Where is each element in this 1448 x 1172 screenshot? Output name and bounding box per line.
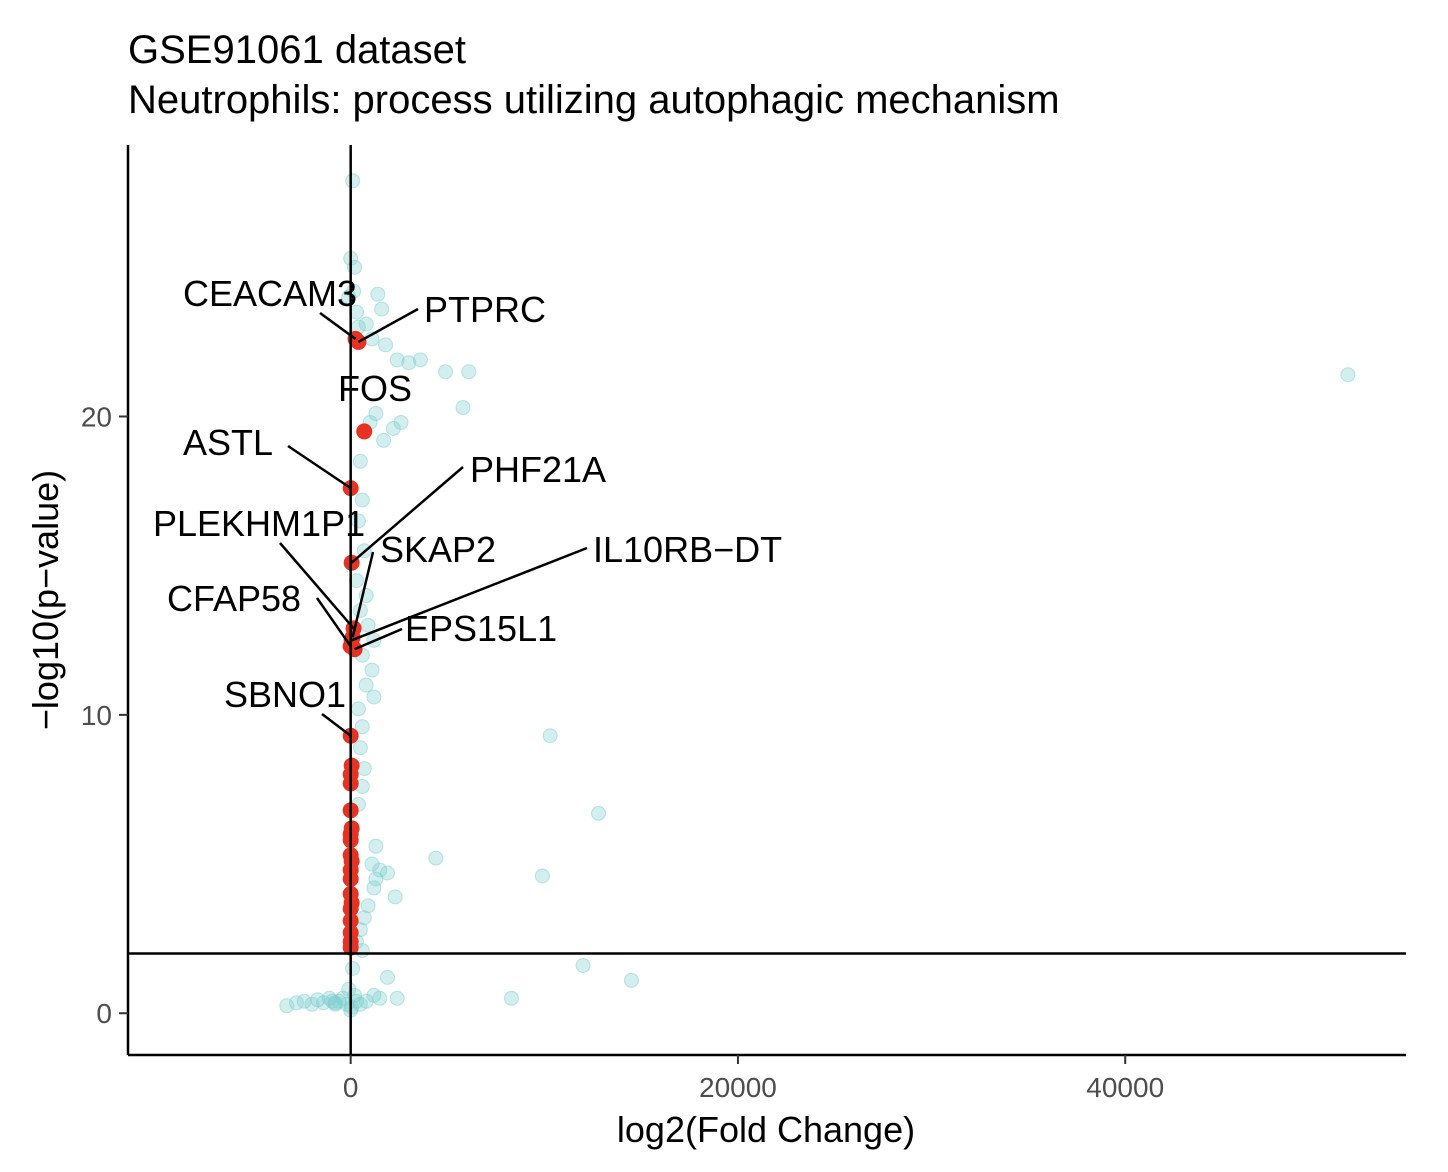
gene-point [358, 677, 374, 693]
gene-point [401, 355, 417, 371]
gene-point [542, 728, 558, 744]
highlighted-gene-point [356, 423, 373, 440]
gene-point [393, 414, 409, 430]
label-leader-line [357, 307, 419, 344]
gene-point [389, 352, 405, 368]
y-tick-label: 0 [96, 998, 112, 1029]
gene-point [412, 352, 428, 368]
gene-point [368, 838, 384, 854]
gene-point [623, 972, 639, 988]
gene-label: PHF21A [470, 449, 606, 490]
gene-point [379, 865, 395, 881]
gene-point [341, 981, 357, 997]
reference-lines [128, 145, 1406, 1055]
gene-point [350, 701, 366, 717]
y-tick-label: 10 [81, 700, 112, 731]
x-tick-label: 0 [343, 1072, 359, 1103]
label-leader-line [321, 713, 352, 737]
gene-point [455, 400, 471, 416]
gene-point [385, 420, 401, 436]
gene-point [503, 990, 519, 1006]
gene-point [461, 364, 477, 380]
gene-point [534, 868, 550, 884]
gene-point [378, 337, 394, 353]
axes: 0 20000 40000 0 10 20 [81, 145, 1406, 1103]
gene-point [438, 364, 454, 380]
label-leader-line [279, 542, 355, 630]
gene-point [379, 969, 395, 985]
gene-point [360, 617, 376, 633]
gene-point [345, 173, 361, 189]
gene-label: PTPRC [424, 289, 546, 330]
gene-point [366, 880, 382, 896]
x-axis-title: log2(Fold Change) [617, 1109, 915, 1150]
x-tick-label: 20000 [699, 1072, 777, 1103]
chart-title: GSE91061 dataset [128, 28, 466, 72]
y-tick-label: 20 [81, 402, 112, 433]
label-leader-line [350, 466, 464, 564]
gene-point [374, 301, 390, 317]
gene-point [358, 316, 374, 332]
gene-point [364, 856, 380, 872]
gene-label: SKAP2 [380, 529, 496, 570]
gene-point [360, 898, 376, 914]
gene-point [354, 492, 370, 508]
gene-point [428, 850, 444, 866]
gene-label: CEACAM3 [183, 273, 357, 314]
gene-point [387, 889, 403, 905]
gene-point [372, 990, 388, 1006]
gene-point [370, 286, 386, 302]
chart-subtitle: Neutrophils: process utilizing autophagi… [128, 78, 1060, 122]
points-layer [279, 173, 1356, 1018]
label-leader-line [354, 627, 403, 651]
gene-point [354, 719, 370, 735]
gene-label: FOS [338, 368, 412, 409]
label-leader-line [315, 597, 352, 647]
gene-point [364, 662, 380, 678]
gene-point [352, 740, 368, 756]
gene-point [372, 862, 388, 878]
gene-point [341, 289, 357, 305]
gene-label: EPS15L1 [405, 608, 557, 649]
label-leader-line [319, 311, 357, 340]
label-leader-line [351, 546, 588, 642]
gene-point [366, 689, 382, 705]
gene-label: SBNO1 [224, 674, 346, 715]
label-leader-line [287, 444, 352, 490]
label-leader-line [351, 551, 375, 638]
gene-labels: CEACAM3 PTPRC FOS ASTL PHF21A PLEKHM1P1 SKAP2 I… [153, 273, 782, 737]
gene-point [368, 871, 384, 887]
gene-point [279, 998, 295, 1014]
gene-point [368, 406, 384, 422]
gene-point [352, 453, 368, 469]
gene-label: IL10RB−DT [593, 529, 782, 570]
gene-point [591, 805, 607, 821]
y-axis-title: −log10(p−value) [25, 470, 66, 730]
x-tick-label: 40000 [1086, 1072, 1164, 1103]
gene-point [1340, 367, 1356, 383]
gene-point [389, 990, 405, 1006]
gene-label: CFAP58 [167, 578, 301, 619]
gene-label: ASTL [183, 422, 273, 463]
gene-label: PLEKHM1P1 [153, 503, 365, 544]
gene-point [575, 957, 591, 973]
gene-point [345, 960, 361, 976]
gene-point [376, 432, 392, 448]
